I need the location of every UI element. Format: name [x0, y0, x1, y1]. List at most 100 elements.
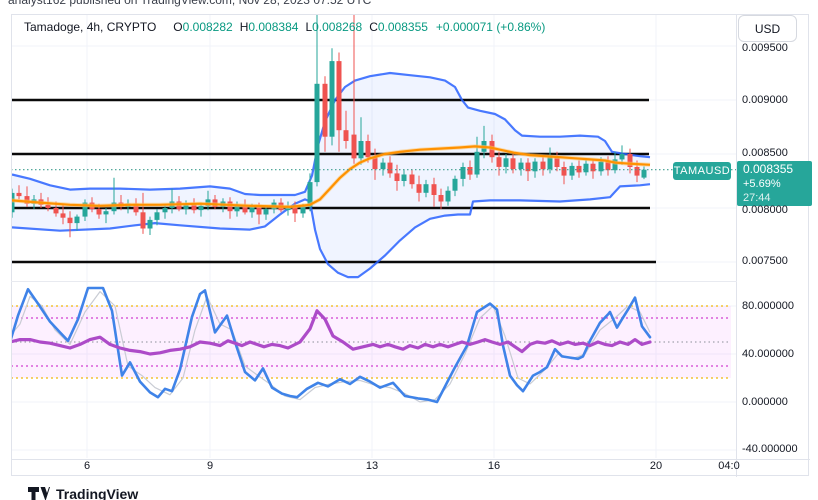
candle-body[interactable] — [641, 169, 647, 178]
candle-body[interactable] — [540, 161, 546, 170]
candle-body[interactable] — [590, 163, 596, 172]
price-axis-label: 0.008500 — [742, 147, 788, 159]
candle-body[interactable] — [329, 61, 335, 137]
candle-body[interactable] — [147, 219, 153, 229]
candle-body[interactable] — [292, 205, 298, 214]
candle-body[interactable] — [82, 202, 88, 217]
attribution-text: analyst162 published on TradingView.com,… — [8, 0, 372, 7]
legend-ohlc-value: 0.008268 — [312, 20, 363, 34]
candle-body[interactable] — [561, 167, 567, 176]
candle-body[interactable] — [467, 167, 473, 175]
last-price-value: 0.008355 — [743, 162, 794, 176]
candle-body[interactable] — [358, 141, 364, 159]
price-axis-label: 80.000000 — [742, 300, 794, 312]
candle-body[interactable] — [16, 192, 22, 197]
bollinger-lower-band[interactable] — [11, 183, 651, 279]
candle-body[interactable] — [525, 162, 531, 172]
candle-body[interactable] — [634, 167, 640, 176]
candle-body[interactable] — [365, 141, 371, 158]
stochastic-k-line[interactable] — [10, 286, 652, 404]
candle-body[interactable] — [45, 204, 51, 208]
candle-body[interactable] — [423, 184, 429, 193]
candle-body[interactable] — [263, 209, 269, 215]
candle-body[interactable] — [583, 163, 589, 173]
candle-body[interactable] — [103, 211, 109, 215]
currency-toggle-button[interactable]: USD — [738, 15, 797, 42]
tradingview-branding[interactable]: TradingView — [28, 486, 138, 500]
candle-body[interactable] — [619, 154, 625, 160]
candle-body[interactable] — [474, 151, 480, 175]
candle-body[interactable] — [249, 206, 255, 213]
candle-body[interactable] — [460, 167, 466, 179]
candle-body[interactable] — [53, 208, 59, 214]
candle-body[interactable] — [409, 174, 415, 185]
time-axis-label: 13 — [365, 460, 379, 472]
candle-body[interactable] — [401, 174, 407, 182]
legend-ohlc-prefix: H — [239, 20, 249, 34]
candle-body[interactable] — [431, 184, 437, 195]
candle-body[interactable] — [394, 173, 400, 181]
candle-body[interactable] — [380, 162, 386, 170]
candle-body[interactable] — [503, 158, 509, 167]
candle-body[interactable] — [547, 156, 553, 170]
candle-body[interactable] — [387, 162, 393, 174]
legend-ohlc-value: 0.008355 — [377, 20, 428, 34]
candle-body[interactable] — [133, 203, 139, 213]
candle-body[interactable] — [74, 216, 80, 224]
candle-body[interactable] — [198, 205, 204, 211]
bollinger-upper-band[interactable] — [11, 71, 651, 197]
candle-body[interactable] — [191, 204, 197, 211]
time-axis-label: 20 — [649, 460, 663, 472]
candle-body[interactable] — [256, 206, 262, 215]
candle-body[interactable] — [598, 161, 604, 172]
candle-body[interactable] — [10, 192, 15, 213]
last-price-tag: 0.008355 +5.69% 27:44 — [737, 161, 812, 206]
candle-body[interactable] — [154, 212, 160, 220]
candle-body[interactable] — [416, 184, 422, 193]
candle-body[interactable] — [518, 162, 524, 170]
candle-body[interactable] — [336, 61, 342, 131]
candle-body[interactable] — [322, 83, 328, 137]
price-axis-border — [736, 14, 737, 477]
candle-body[interactable] — [445, 190, 451, 202]
candle-body[interactable] — [242, 204, 248, 213]
price-axis-label: 0.008000 — [742, 204, 788, 216]
candle-body[interactable] — [351, 134, 357, 159]
candle-body[interactable] — [452, 178, 458, 191]
candle-body[interactable] — [605, 161, 611, 171]
candle-body[interactable] — [300, 206, 306, 214]
price-axis-label: 0.007500 — [742, 255, 788, 267]
time-axis-label: 04:0 — [718, 460, 740, 472]
price-axis-label: 0.000000 — [742, 396, 788, 408]
candle-body[interactable] — [627, 154, 633, 167]
candle-body[interactable] — [510, 158, 516, 170]
candle-body[interactable] — [343, 130, 349, 141]
candle-body[interactable] — [234, 204, 240, 212]
bollinger-fill — [12, 73, 650, 278]
candle-body[interactable] — [183, 204, 189, 210]
symbol-legend[interactable]: Tamadoge, 4h, CRYPTO O0.008282 H0.008384 L0… — [24, 20, 545, 34]
candle-body[interactable] — [612, 159, 618, 171]
pane-divider[interactable] — [11, 281, 737, 282]
stochastic-d-line[interactable] — [10, 309, 652, 356]
price-axis-label: 0.009500 — [742, 42, 788, 54]
candle-body[interactable] — [438, 195, 444, 202]
candle-body[interactable] — [60, 213, 66, 218]
candle-body[interactable] — [554, 156, 560, 167]
bollinger-basis-line[interactable] — [11, 145, 651, 208]
symbol-marker-label: TAMAUSD — [673, 165, 731, 177]
symbol-title: Tamadoge, 4h, CRYPTO — [24, 20, 157, 34]
candle-body[interactable] — [67, 217, 73, 224]
candle-body[interactable] — [314, 83, 320, 183]
candle-body[interactable] — [569, 165, 575, 176]
candle-body[interactable] — [140, 212, 146, 229]
candle-body[interactable] — [496, 157, 502, 167]
candle-body[interactable] — [532, 161, 538, 172]
candle-body[interactable] — [307, 182, 313, 207]
candle-body[interactable] — [162, 208, 168, 213]
candle-body[interactable] — [372, 157, 378, 170]
candle-body[interactable] — [96, 209, 102, 215]
legend-change: +0.000071 (+0.86%) — [435, 20, 546, 34]
chart-frame — [11, 14, 809, 476]
